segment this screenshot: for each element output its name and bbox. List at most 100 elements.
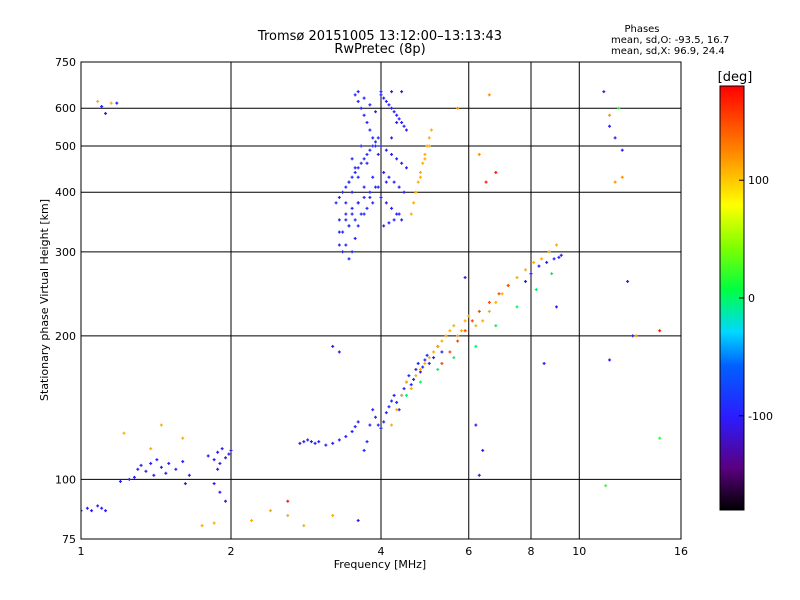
data-point <box>379 195 383 199</box>
data-point <box>96 99 100 103</box>
data-point <box>96 504 100 508</box>
data-point <box>341 190 345 194</box>
data-point <box>432 350 436 354</box>
data-point <box>500 292 504 296</box>
data-point <box>344 185 348 189</box>
data-point <box>224 499 228 503</box>
data-point <box>224 456 228 460</box>
data-point <box>613 136 617 140</box>
data-point <box>400 90 404 94</box>
data-point <box>448 329 452 333</box>
data-point <box>218 461 222 465</box>
data-point <box>487 300 491 304</box>
data-point <box>409 212 413 216</box>
stats-heading: Phases <box>624 24 659 35</box>
data-point <box>371 175 375 179</box>
data-point <box>423 152 427 156</box>
data-point <box>362 113 366 117</box>
data-point <box>353 93 357 97</box>
data-point <box>384 411 388 415</box>
data-point <box>374 185 378 189</box>
data-point <box>374 144 378 148</box>
data-point <box>418 170 422 174</box>
data-point <box>400 121 404 125</box>
data-point <box>362 448 366 452</box>
data-point <box>365 152 369 156</box>
data-point <box>374 415 378 419</box>
data-point <box>414 190 418 194</box>
axis-ticks: 1 2 4 6 8 10 16 75 100 200 300 400 500 600 750 <box>55 56 688 558</box>
data-point <box>467 314 471 318</box>
data-point <box>384 180 388 184</box>
data-point <box>412 377 416 381</box>
data-point <box>212 482 216 486</box>
y-tick-label: 750 <box>55 56 76 69</box>
data-point <box>384 148 388 152</box>
data-point <box>268 509 272 513</box>
data-point <box>456 334 460 338</box>
data-point <box>365 440 369 444</box>
data-point <box>387 405 391 409</box>
data-point <box>127 477 131 481</box>
data-point <box>81 509 83 513</box>
data-point <box>302 524 306 528</box>
y-tick-label: 500 <box>55 140 76 153</box>
data-point <box>542 361 546 365</box>
data-point <box>324 443 328 447</box>
data-point <box>174 467 178 471</box>
data-point <box>390 152 394 156</box>
data-point <box>200 524 204 528</box>
data-point <box>484 180 488 184</box>
data-point <box>100 506 104 510</box>
data-point <box>353 218 357 222</box>
data-point <box>331 441 335 445</box>
data-point <box>187 473 191 477</box>
data-point <box>368 148 372 152</box>
data-point <box>149 447 153 451</box>
y-tick-label: 200 <box>55 330 76 343</box>
data-point <box>626 279 630 283</box>
data-point <box>631 334 635 338</box>
data-point <box>608 124 612 128</box>
data-point <box>463 329 467 333</box>
data-point <box>359 161 363 165</box>
data-point <box>164 471 168 475</box>
data-point <box>229 448 233 452</box>
data-point <box>313 441 317 445</box>
data-point <box>613 180 617 184</box>
data-point <box>365 121 369 125</box>
data-point <box>337 230 341 234</box>
data-point <box>456 106 460 110</box>
data-point <box>423 361 427 365</box>
data-point <box>554 305 558 309</box>
data-point <box>376 185 380 189</box>
data-point <box>400 161 404 165</box>
data-point <box>397 185 401 189</box>
data-point <box>104 509 108 513</box>
data-point <box>390 106 394 110</box>
data-point <box>423 157 427 161</box>
data-point <box>427 144 431 148</box>
data-point <box>421 365 425 369</box>
data-point <box>227 452 231 456</box>
y-tick-label: 75 <box>62 533 76 546</box>
data-point <box>382 96 386 100</box>
data-point <box>456 339 460 343</box>
data-point <box>368 190 372 194</box>
data-point <box>362 185 366 189</box>
data-point <box>376 136 380 140</box>
data-point <box>436 344 440 348</box>
data-point <box>286 514 290 518</box>
data-point <box>547 250 551 254</box>
data-point <box>436 367 440 371</box>
data-point <box>374 140 378 144</box>
colorbar-ticks: 100 0 -100 <box>739 174 773 423</box>
data-point <box>463 276 467 280</box>
data-point <box>350 206 354 210</box>
data-point <box>350 157 354 161</box>
data-point <box>371 408 375 412</box>
data-point <box>118 479 122 483</box>
x-tick-label: 6 <box>465 545 472 558</box>
data-point <box>395 400 399 404</box>
data-point <box>362 157 366 161</box>
